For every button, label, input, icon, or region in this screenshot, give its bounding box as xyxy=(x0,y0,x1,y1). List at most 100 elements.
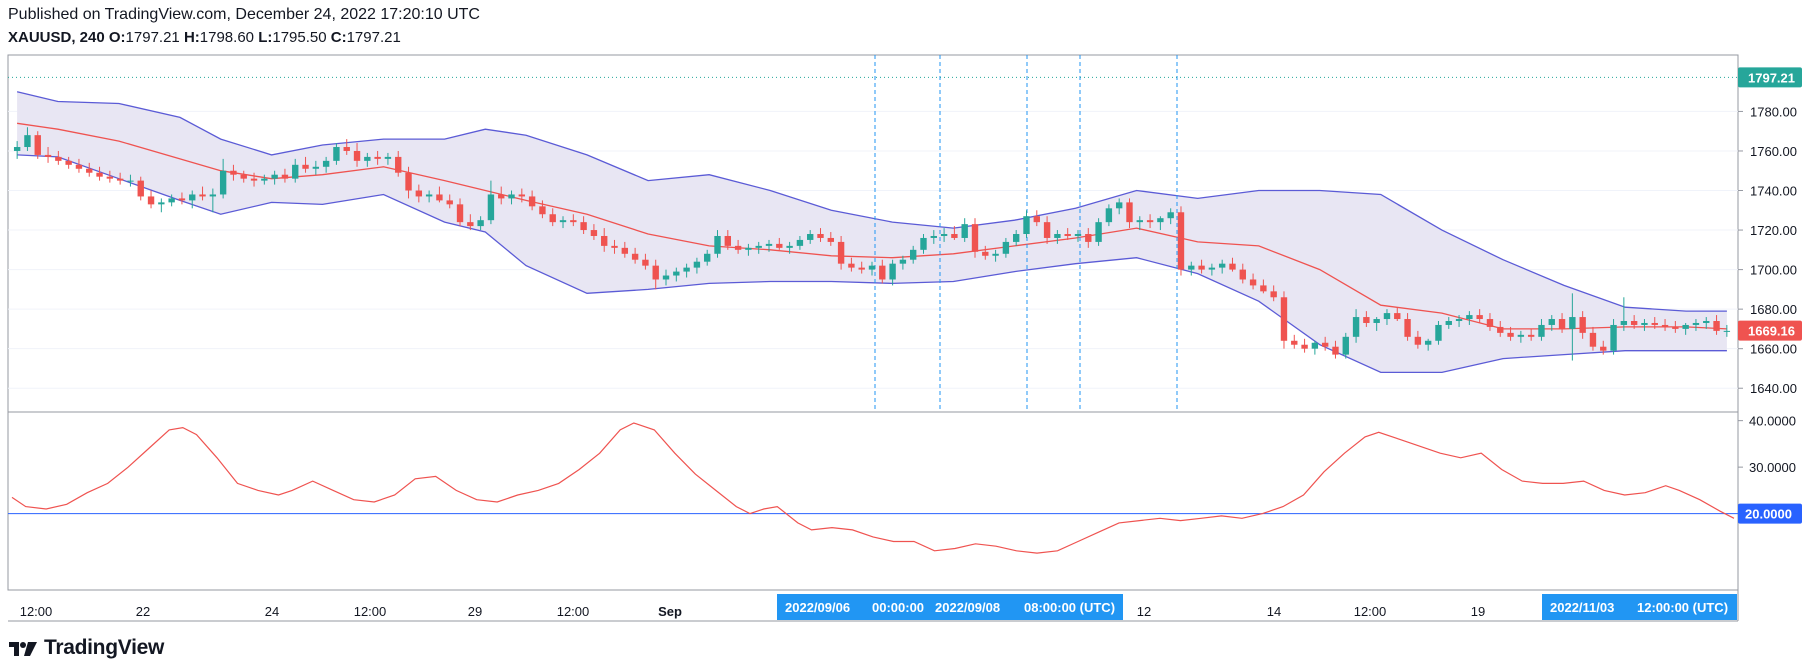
candle-body xyxy=(1043,222,1051,238)
candle-body xyxy=(240,174,247,179)
time-axis[interactable]: 12:00 22 24 12:00 29 12:00 Sep 12 14 12:00 19 2022/… xyxy=(20,594,1737,620)
candle-body xyxy=(1527,334,1535,337)
time-tick-label: Sep xyxy=(658,604,682,619)
published-info: Published on TradingView.com, December 2… xyxy=(8,6,480,23)
candle-body xyxy=(508,194,515,199)
candle-body xyxy=(1610,324,1617,351)
candle-body xyxy=(1672,326,1679,329)
tradingview-brand[interactable]: TradingView xyxy=(8,636,164,660)
price-tick-label: 1680.00 xyxy=(1750,302,1797,317)
candle-body xyxy=(745,247,752,250)
candle-body xyxy=(1352,317,1360,337)
candle-body xyxy=(487,194,495,221)
candle-body xyxy=(1023,216,1030,235)
time-tick-label: 14 xyxy=(1267,604,1281,619)
price-tick-label: 1780.00 xyxy=(1750,104,1797,119)
candle-body xyxy=(1126,202,1133,223)
candle-body xyxy=(116,178,124,181)
candle-body xyxy=(261,178,268,181)
candle-body xyxy=(292,164,299,179)
candle-body xyxy=(662,275,670,280)
time-tick-label: 12:00 xyxy=(557,604,590,619)
candle-body xyxy=(1291,340,1298,345)
candle-body xyxy=(24,135,31,148)
candle-body xyxy=(75,164,83,169)
time-tick-label: 12:00 xyxy=(20,604,53,619)
candle-body xyxy=(528,196,536,207)
rsi-line xyxy=(11,422,1735,554)
candle-body xyxy=(590,230,598,236)
candle-body xyxy=(353,150,361,161)
price-axis[interactable]: 1780.00 1760.00 1740.00 1720.00 1700.00 1680.… xyxy=(1738,67,1802,396)
candle-body xyxy=(55,156,62,161)
candle-body xyxy=(189,194,196,201)
time-range-text: 08:00:00 (UTC) xyxy=(1024,600,1115,615)
tradingview-logo-icon xyxy=(9,642,37,656)
candle-body xyxy=(250,178,258,181)
candle-body xyxy=(1476,315,1483,320)
candle-body xyxy=(1651,322,1658,325)
close-key: C: xyxy=(330,29,347,46)
candle-body xyxy=(1486,319,1494,327)
candle-body xyxy=(1064,234,1071,236)
candle-body xyxy=(425,194,433,197)
candle-body xyxy=(683,267,690,272)
candle-body xyxy=(1703,321,1710,323)
candle-body xyxy=(343,147,350,151)
time-range-text: 2022/09/06 xyxy=(785,600,850,615)
candle-body xyxy=(446,200,453,205)
candle-body xyxy=(776,243,783,248)
time-range-text: 2022/09/08 xyxy=(935,600,1000,615)
candle-body xyxy=(1105,208,1113,223)
candle-body xyxy=(1033,216,1040,223)
candle-body xyxy=(1682,324,1689,329)
candle-body xyxy=(755,245,762,248)
price-label-text: 1797.21 xyxy=(1748,70,1795,85)
candle-body xyxy=(940,234,948,236)
candle-body xyxy=(1218,263,1226,268)
candle-body xyxy=(837,241,845,264)
candle-body xyxy=(1548,319,1555,325)
candle-body xyxy=(971,224,979,252)
candle-body xyxy=(1249,279,1257,286)
rsi-axis[interactable]: 40.0000 30.0000 20.0000 xyxy=(1738,414,1802,524)
candle-body xyxy=(1404,319,1411,337)
candle-body xyxy=(302,164,309,169)
symbol-ohlc-bar: XAUUSD, 240 O:1797.21 H:1798.60 L:1795.5… xyxy=(8,29,401,46)
candle-body xyxy=(1692,322,1700,325)
candle-body xyxy=(436,194,443,201)
candle-body xyxy=(1455,319,1463,322)
candle-body xyxy=(879,265,886,280)
candle-body xyxy=(1373,319,1380,323)
candle-body xyxy=(65,160,72,165)
candle-body xyxy=(1208,267,1216,270)
rsi-pane-frame xyxy=(7,411,1739,591)
candle-body xyxy=(106,176,114,179)
candle-body xyxy=(786,245,793,248)
candle-body xyxy=(961,224,968,238)
candle-body xyxy=(13,147,21,151)
candle-body xyxy=(1198,265,1205,270)
candle-body xyxy=(539,206,546,215)
candle-body xyxy=(621,247,629,254)
candle-body xyxy=(1620,321,1628,325)
candle-body xyxy=(1321,342,1329,347)
candle-body xyxy=(1497,326,1504,333)
candle-body xyxy=(467,222,474,227)
candle-body xyxy=(868,265,876,270)
price-tick-label: 1700.00 xyxy=(1750,263,1797,278)
candle-body xyxy=(1589,332,1597,347)
candle-body xyxy=(734,245,742,250)
candle-body xyxy=(1579,317,1586,333)
candle-body xyxy=(158,202,165,205)
candle-body xyxy=(858,267,865,270)
candle-body xyxy=(405,172,412,191)
price-label-text: 1669.16 xyxy=(1748,324,1795,339)
open-key: O: xyxy=(108,29,126,46)
candle-body xyxy=(1270,291,1277,298)
candle-body xyxy=(817,234,824,238)
candle-body xyxy=(889,263,896,280)
candle-body xyxy=(673,271,680,276)
band-upper-line xyxy=(16,91,1727,312)
